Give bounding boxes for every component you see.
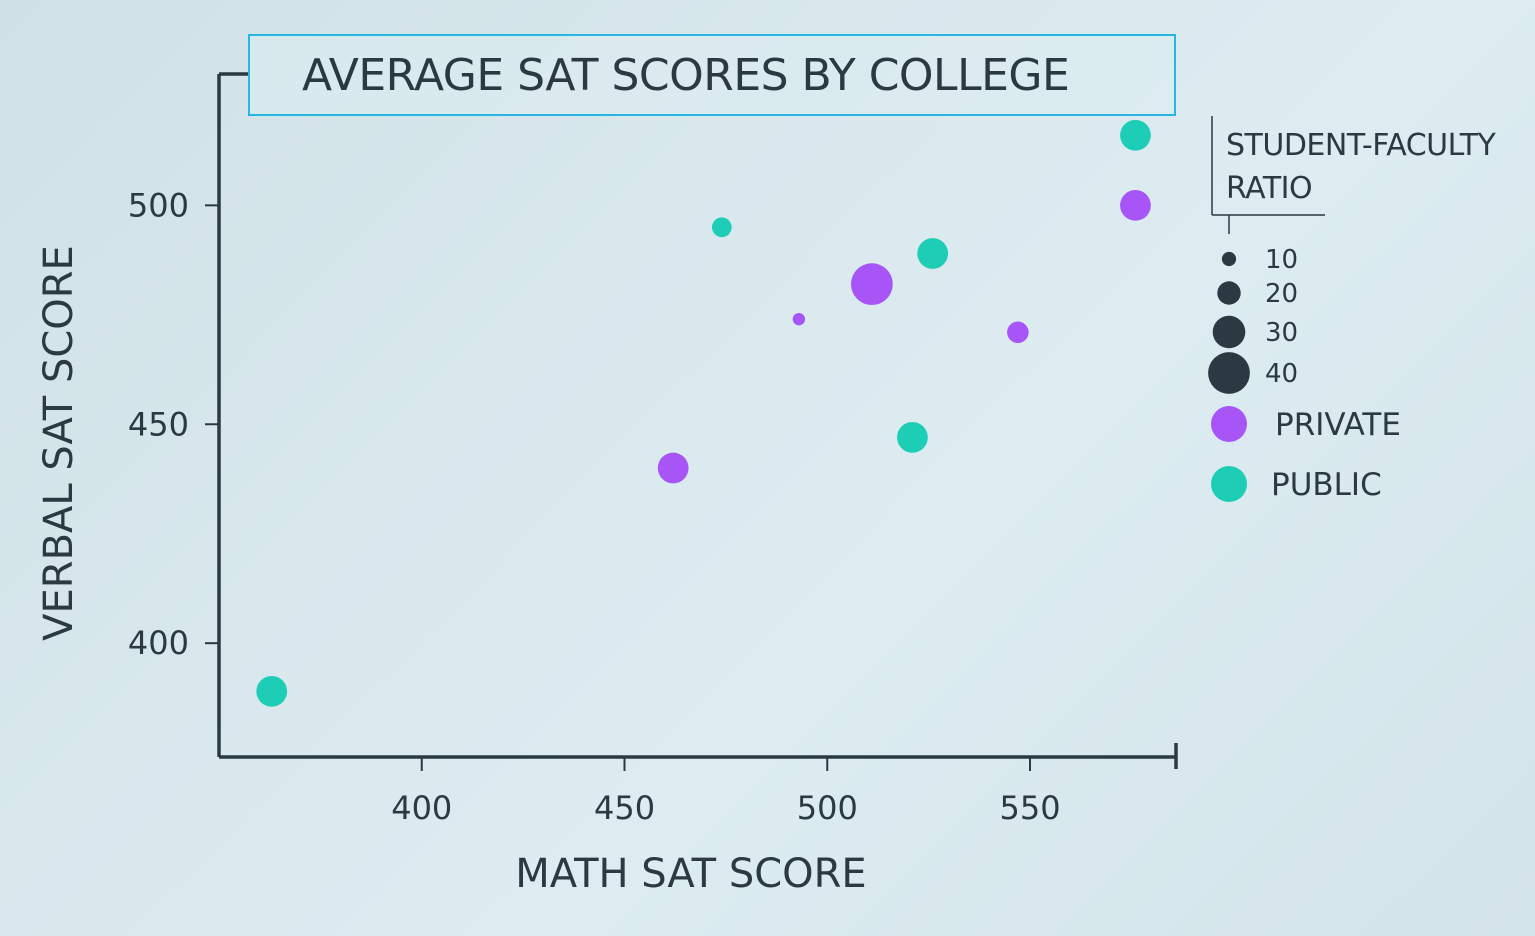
- size-legend-marker: [1217, 281, 1241, 305]
- data-point-public: [711, 217, 732, 238]
- size-legend-title-line1: STUDENT-FACULTY: [1226, 128, 1496, 163]
- y-tick-label: 500: [128, 186, 189, 224]
- chart-title: AVERAGE SAT SCORES BY COLLEGE: [302, 50, 1070, 101]
- chart-axes: 400 450 500 550 400 450 500: [128, 72, 1178, 827]
- legend-swatch-private: [1211, 406, 1247, 442]
- legend-label-private: PRIVATE: [1275, 407, 1401, 443]
- chart-points: [256, 119, 1151, 707]
- x-tick-label: 450: [594, 789, 655, 827]
- size-legend-title-line2: RATIO: [1226, 171, 1313, 206]
- data-point-private: [1007, 321, 1029, 344]
- data-point-public: [1120, 119, 1151, 151]
- x-tick-label: 500: [797, 789, 858, 827]
- size-legend-marker: [1221, 251, 1237, 267]
- legend-swatch-public: [1211, 466, 1247, 502]
- legend-label-public: PUBLIC: [1271, 467, 1382, 503]
- x-tick-label: 400: [391, 789, 452, 827]
- y-tick-label: 450: [128, 405, 189, 443]
- size-legend-label: 40: [1265, 359, 1298, 389]
- x-axis-label: MATH SAT SCORE: [515, 851, 866, 897]
- data-point-private: [792, 312, 806, 326]
- chart-legend: 10 20 30 40 PRIVATE PUBLIC: [1208, 116, 1401, 503]
- size-legend-marker: [1212, 315, 1246, 349]
- size-legend-title: STUDENT-FACULTY RATIO: [1226, 124, 1496, 210]
- size-legend-label: 10: [1265, 245, 1298, 275]
- chart-title-box: AVERAGE SAT SCORES BY COLLEGE: [248, 34, 1176, 116]
- data-point-private: [850, 263, 893, 306]
- data-point-private: [657, 452, 689, 484]
- y-tick-label: 400: [128, 624, 189, 662]
- data-point-public: [256, 675, 288, 707]
- data-point-private: [1120, 189, 1151, 221]
- size-legend-marker: [1208, 352, 1250, 394]
- size-legend-label: 30: [1265, 318, 1298, 348]
- chart-axis-labels: MATH SAT SCORE VERBAL SAT SCORE: [36, 245, 867, 897]
- y-axis-label: VERBAL SAT SCORE: [36, 245, 82, 641]
- size-legend-label: 20: [1265, 279, 1298, 309]
- data-point-public: [917, 238, 949, 269]
- data-point-public: [897, 422, 928, 453]
- x-tick-label: 550: [999, 789, 1060, 827]
